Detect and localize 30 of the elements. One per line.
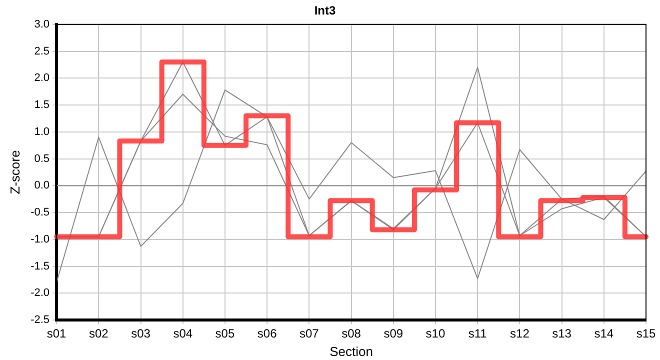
x-tick-label: s12 [510, 326, 530, 341]
y-tick-label: -1.5 [30, 260, 50, 272]
y-tick-label: 1.5 [34, 99, 50, 112]
x-tick-label: s15 [636, 326, 656, 341]
y-tick-label: -1.0 [30, 233, 50, 246]
x-tick-label: s03 [131, 326, 151, 341]
x-tick-label: s04 [173, 326, 193, 341]
y-tick-label: 0.5 [34, 152, 50, 165]
x-tick-label: s09 [384, 326, 404, 341]
y-tick-label: 2.5 [34, 45, 50, 58]
x-tick-label: s02 [88, 326, 109, 341]
y-tick-label: -2.5 [30, 314, 50, 326]
x-tick-label: s11 [468, 326, 488, 341]
x-tick-label: s08 [342, 326, 362, 341]
y-axis-title: Z-score [7, 150, 22, 194]
x-tick-label: s13 [552, 326, 572, 341]
y-tick-label: 2.0 [34, 72, 50, 84]
x-axis-title: Section [330, 344, 373, 359]
x-tick-label: s05 [215, 326, 235, 341]
x-tick-label: s10 [426, 326, 446, 341]
chart-title: Int3 [314, 4, 336, 18]
y-tick-label: -2.0 [30, 287, 50, 300]
y-tick-label: 1.0 [34, 126, 50, 138]
y-tick-label: 0.0 [34, 180, 50, 192]
y-tick-label: -0.5 [30, 206, 50, 219]
x-tick-label: s07 [299, 326, 320, 341]
x-tick-label: s14 [594, 326, 614, 341]
x-tick-label: s01 [46, 326, 67, 341]
x-tick-label: s06 [257, 326, 278, 341]
y-tick-label: 3.0 [34, 18, 50, 30]
